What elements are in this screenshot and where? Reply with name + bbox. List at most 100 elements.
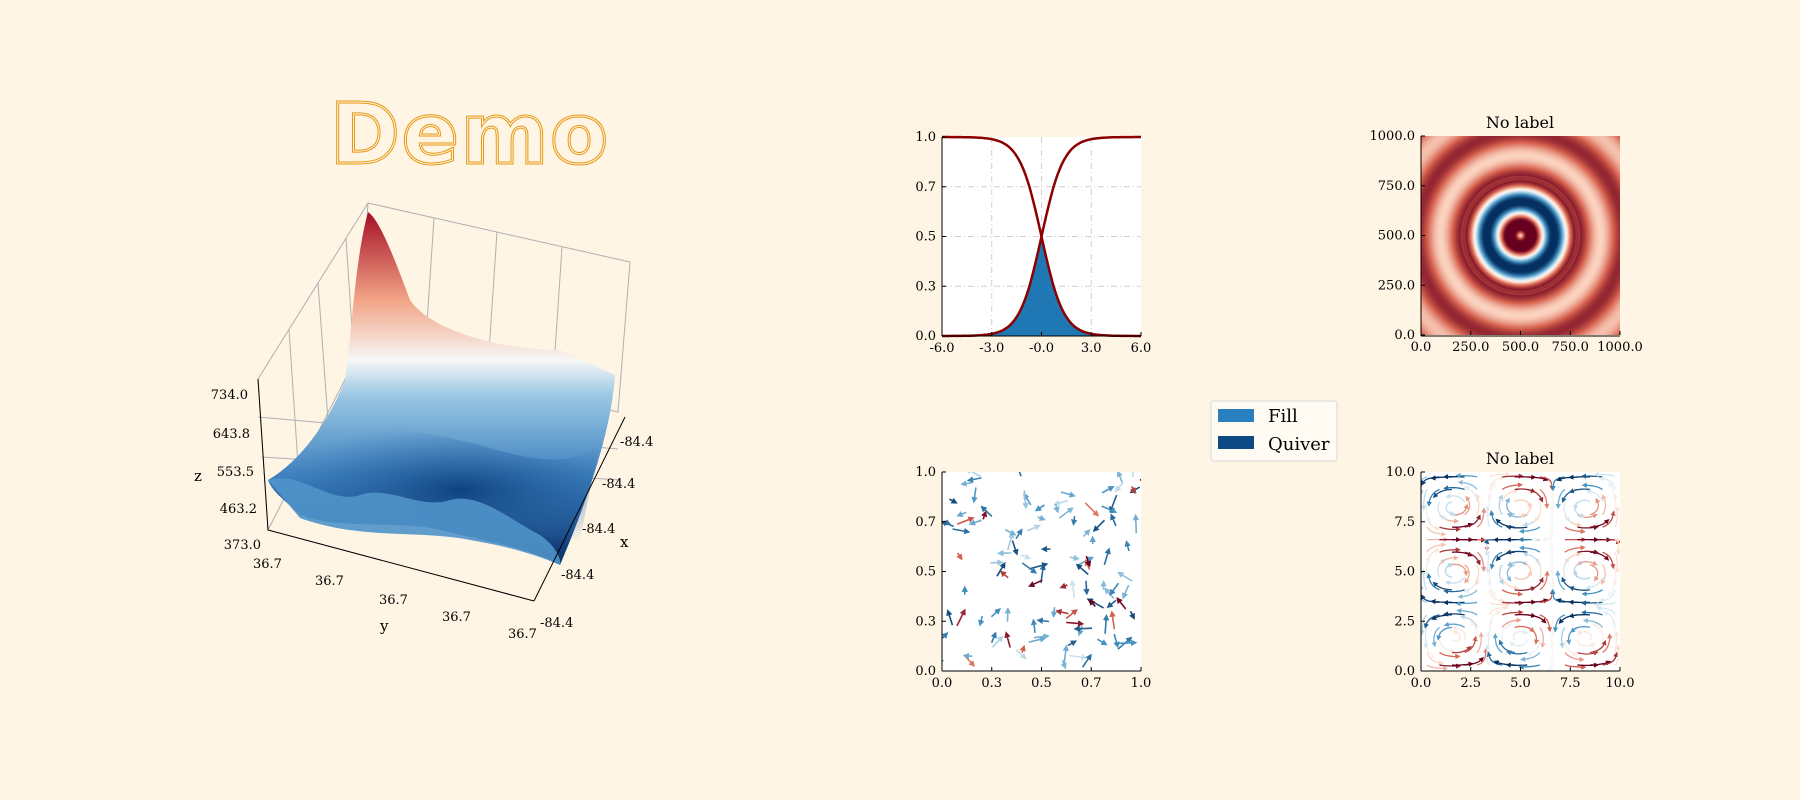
streamline xyxy=(1522,552,1541,565)
x-tick-label: 750.0 xyxy=(1552,340,1589,355)
streamline xyxy=(1502,473,1524,479)
streamline xyxy=(1501,488,1519,503)
streamline xyxy=(1580,609,1603,616)
streamline xyxy=(1576,630,1592,641)
streamline xyxy=(1426,548,1440,565)
streamline xyxy=(1426,639,1436,660)
streamline xyxy=(1451,522,1474,528)
quiver-arrow xyxy=(1114,482,1124,493)
quiver-arrow xyxy=(1075,563,1089,576)
y-axis: 36.7 36.7 36.7 36.7 36.7 y xyxy=(253,529,537,642)
streamline xyxy=(1459,614,1478,628)
streamline xyxy=(1526,639,1541,656)
streamline xyxy=(1577,560,1598,566)
streamline xyxy=(1421,489,1428,511)
streamline xyxy=(1501,589,1524,597)
streamline xyxy=(1539,488,1550,509)
streamline xyxy=(1476,631,1484,653)
streamline xyxy=(1568,586,1591,592)
x-tick-label: 250.0 xyxy=(1452,340,1489,355)
streamline xyxy=(1519,501,1531,518)
streamline xyxy=(1464,635,1478,654)
quiver-panel: 0.0 0.3 0.5 0.7 1.0 0.0 0.3 0.5 0.7 1.0 xyxy=(915,465,1151,691)
quiver-arrow xyxy=(1019,644,1026,653)
streamline xyxy=(1501,482,1523,491)
streamline xyxy=(1443,485,1465,491)
x-tick-label: -84.4 xyxy=(602,477,635,492)
y-tick-label: 1000.0 xyxy=(1370,129,1416,144)
streamline xyxy=(1489,472,1511,478)
streamline xyxy=(1505,662,1528,668)
x-tick-label: 1000.0 xyxy=(1597,340,1643,355)
quiver-arrow xyxy=(1028,579,1043,587)
x-axis: -84.4 -84.4 -84.4 -84.4 -84.4 x xyxy=(533,416,653,631)
x-tick-label: -84.4 xyxy=(582,522,615,537)
quiver-arrow xyxy=(1062,644,1069,665)
y-tick-label: 36.7 xyxy=(442,610,471,625)
quiver-arrow xyxy=(999,570,1009,579)
streamline xyxy=(1421,614,1428,636)
quiver-arrow xyxy=(1021,562,1038,574)
quiver-arrow xyxy=(968,519,982,526)
quiver-arrow xyxy=(1015,528,1023,540)
y-tick-label: 5.0 xyxy=(1394,565,1415,580)
quiver-arrow xyxy=(966,476,982,483)
y-tick-label: 250.0 xyxy=(1378,278,1415,293)
streamline xyxy=(1573,569,1591,580)
streamline xyxy=(1489,605,1509,616)
streamline xyxy=(1475,493,1481,515)
quiver-arrow xyxy=(990,631,997,644)
quiver-arrow xyxy=(990,608,1001,618)
quiver-arrow xyxy=(1110,513,1117,527)
quiver-arrow xyxy=(1068,654,1088,661)
streamline xyxy=(1589,639,1607,654)
streamline xyxy=(1455,600,1478,607)
legend-label-quiver: Quiver xyxy=(1268,434,1330,455)
z-axis-label: z xyxy=(194,467,202,485)
streamline xyxy=(1589,518,1610,528)
streamline xyxy=(1464,564,1470,584)
z-tick-label: 463.2 xyxy=(220,502,257,517)
quiver-arrow xyxy=(1102,614,1110,634)
quiver-arrow xyxy=(1113,633,1120,649)
streamline xyxy=(1564,664,1587,670)
quiver-arrow xyxy=(1018,472,1022,477)
y-tick-label: 1.0 xyxy=(915,465,936,480)
fill-ticks: -6.0 -3.0 -0.0 3.0 6.0 0.0 0.3 0.5 0.7 1.0 xyxy=(915,130,1151,356)
streamline xyxy=(1431,626,1440,648)
streamline xyxy=(1527,614,1547,624)
streamline xyxy=(1614,644,1620,666)
streamline xyxy=(1457,479,1478,490)
streamline xyxy=(1534,501,1542,522)
streamline xyxy=(1432,488,1453,499)
quiver-arrow xyxy=(1069,579,1076,599)
quiver-arrow xyxy=(1058,507,1074,519)
streamline xyxy=(1505,524,1528,530)
streamline xyxy=(1564,639,1578,656)
quiver-arrow xyxy=(1004,631,1011,648)
streamline xyxy=(1501,609,1524,616)
streamline xyxy=(1602,551,1616,570)
streamline xyxy=(1555,489,1566,510)
streamline xyxy=(1602,611,1616,628)
streamline xyxy=(1451,629,1461,642)
quiver-arrow xyxy=(1037,514,1046,521)
streamline xyxy=(1589,660,1612,666)
streamline xyxy=(1431,614,1452,620)
x-tick-label: -84.4 xyxy=(561,568,594,583)
streamline xyxy=(1445,493,1466,503)
x-tick-label: 2.5 xyxy=(1460,676,1481,691)
streamline xyxy=(1443,621,1465,628)
streamline xyxy=(1476,647,1489,666)
quiver-arrow xyxy=(1132,513,1140,534)
streamline xyxy=(1589,564,1600,582)
streamline xyxy=(1535,664,1553,671)
x-tick-label: 5.0 xyxy=(1510,676,1531,691)
y-tick-label: 500.0 xyxy=(1378,229,1415,244)
streamline xyxy=(1502,600,1524,606)
quiver-arrow xyxy=(1069,554,1080,561)
x-tick-label: 0.0 xyxy=(1411,340,1432,355)
streamline xyxy=(1475,564,1481,586)
quiver-arrow xyxy=(1060,491,1076,498)
